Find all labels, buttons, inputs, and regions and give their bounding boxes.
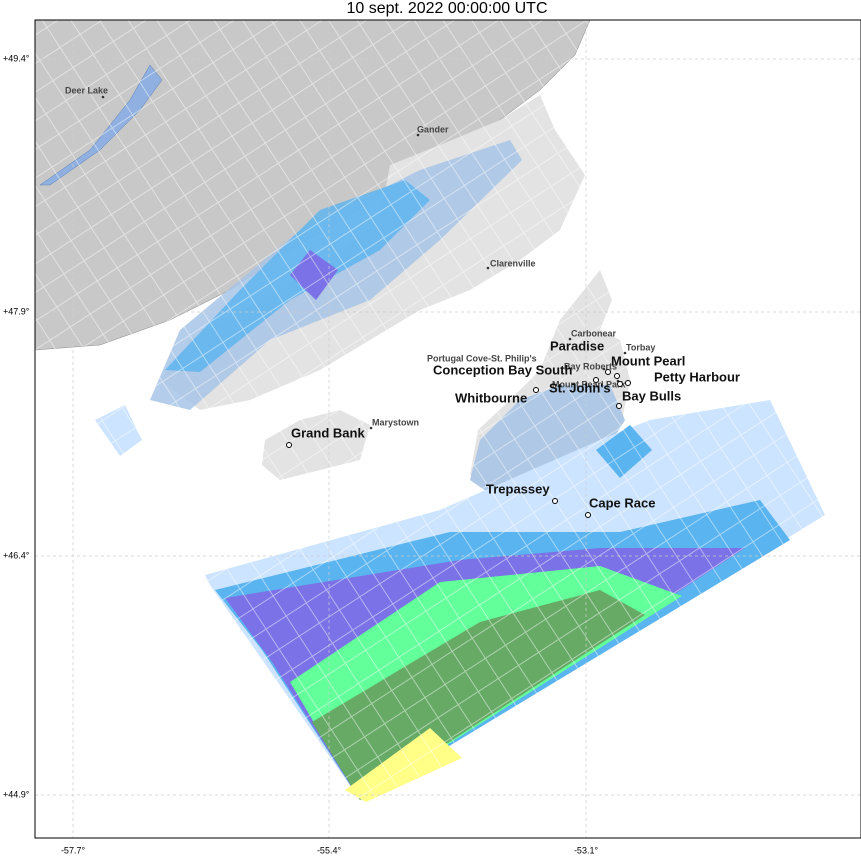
place-marker (533, 387, 539, 393)
place-marker (552, 498, 558, 504)
place-label: Grand Bank (291, 425, 365, 440)
place-marker (593, 377, 599, 383)
place-label: Cape Race (589, 495, 655, 510)
place-marker (617, 381, 623, 387)
place-marker (486, 266, 490, 270)
latitude-label: +46.4° (3, 550, 30, 560)
latitude-label: +49.4° (3, 53, 30, 63)
place-label: Torbay (626, 342, 655, 352)
place-label: Marystown (372, 417, 419, 427)
latitude-label: +44.9° (3, 789, 30, 799)
place-marker (625, 380, 631, 386)
latitude-label: +47.9° (3, 306, 30, 316)
longitude-label: -57.7° (61, 845, 86, 855)
place-marker (614, 373, 620, 379)
place-label: Mount Pearl Park (552, 379, 627, 389)
place-marker (568, 337, 572, 341)
place-label: St. John's (549, 380, 611, 395)
place-label: Deer Lake (65, 85, 108, 95)
place-label: Whitbourne (455, 390, 527, 405)
place-label: Bay Bulls (622, 388, 681, 403)
place-label: Carbonear (571, 328, 617, 338)
longitude-label: -53.1° (574, 845, 599, 855)
place-label: Trepassey (486, 481, 550, 496)
longitude-label: -55.4° (317, 845, 342, 855)
place-marker (416, 133, 420, 137)
place-label: Petty Harbour (654, 369, 740, 384)
place-marker (605, 369, 611, 375)
place-marker (369, 426, 373, 430)
place-marker (101, 95, 105, 99)
place-marker (286, 442, 292, 448)
map-area (35, 20, 861, 838)
place-label: Bay Roberts (564, 361, 617, 371)
place-marker (602, 367, 606, 371)
place-label: Paradise (550, 338, 604, 353)
place-label: Gander (417, 124, 449, 134)
place-label: Clarenville (490, 258, 536, 268)
place-label: Portugal Cove-St. Philip's (427, 353, 537, 363)
place-label: Conception Bay South (433, 362, 572, 377)
map-title: 10 sept. 2022 00:00:00 UTC (346, 0, 547, 17)
place-marker (623, 351, 627, 355)
place-marker (616, 403, 622, 409)
place-marker (585, 512, 591, 518)
place-label: Mount Pearl (611, 353, 685, 368)
